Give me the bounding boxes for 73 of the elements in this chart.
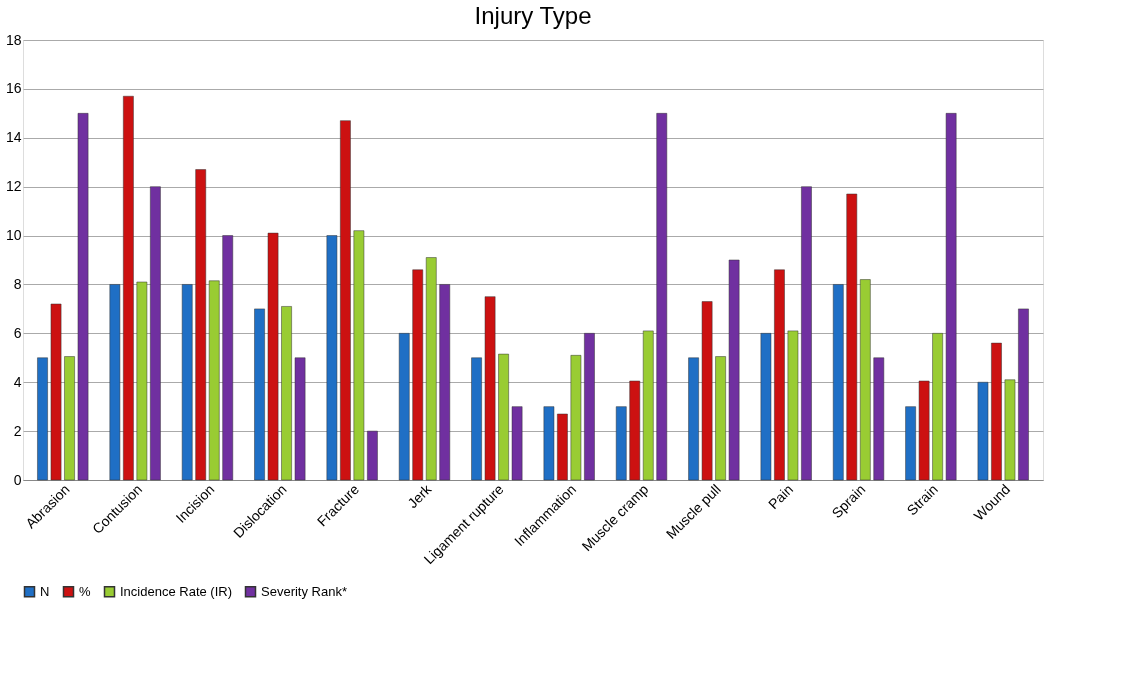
legend-label: % (79, 583, 91, 599)
y-tick-label: 14 (5, 129, 22, 146)
y-tick-label: 2 (13, 422, 22, 439)
bar (991, 342, 1002, 481)
bar (832, 284, 844, 481)
bar (425, 257, 437, 481)
y-tick-label: 0 (13, 471, 22, 488)
legend-label: N (40, 583, 50, 599)
bar (629, 380, 641, 481)
y-tick-label: 10 (5, 227, 22, 244)
bar (353, 230, 365, 481)
bar (715, 356, 726, 481)
legend-label: Severity Rank* (261, 583, 347, 599)
bar (760, 333, 772, 481)
bar (340, 120, 351, 481)
bar (932, 333, 943, 481)
bar (945, 113, 957, 481)
bar (367, 430, 378, 481)
bar (498, 353, 509, 481)
bar (1018, 308, 1029, 481)
bar (977, 381, 989, 481)
bar (656, 113, 668, 481)
bar (774, 269, 785, 481)
bar (439, 284, 451, 481)
bar (859, 279, 871, 481)
y-tick-label: 18 (5, 31, 22, 48)
bar (150, 186, 161, 481)
bar (281, 306, 292, 481)
bar (123, 95, 134, 481)
y-tick-label: 16 (5, 80, 22, 97)
bar (136, 281, 148, 481)
bar (37, 357, 48, 481)
y-tick-label: 12 (5, 178, 22, 195)
bar (412, 269, 424, 481)
bar (801, 186, 812, 481)
bar (294, 357, 306, 481)
y-tick-label: 6 (13, 324, 22, 341)
bar (50, 303, 62, 481)
bar (584, 333, 595, 481)
bar (787, 330, 799, 481)
bar (181, 284, 193, 481)
bar (109, 284, 121, 481)
bar (471, 357, 482, 481)
bar (905, 406, 916, 481)
bar (77, 113, 89, 481)
bar (701, 301, 713, 481)
chart-title: Injury Type (474, 2, 592, 29)
bar (195, 169, 207, 481)
y-tick-label: 8 (13, 275, 22, 292)
bar (615, 406, 627, 481)
bar (222, 235, 234, 481)
bar (511, 406, 523, 481)
bar (64, 356, 75, 481)
bar (1004, 379, 1016, 481)
bar (688, 357, 699, 481)
bar (484, 296, 496, 481)
bar (873, 357, 885, 481)
bar (918, 380, 930, 481)
x-tick-label: Jerk (404, 480, 436, 512)
bar (543, 406, 555, 481)
bar (570, 355, 582, 481)
bar (326, 235, 338, 481)
legend-label: Incidence Rate (IR) (120, 583, 232, 599)
bar (398, 333, 410, 481)
y-tick-label: 4 (13, 373, 22, 390)
bar (642, 330, 654, 481)
bar (557, 413, 568, 481)
x-tick-label: Pain (764, 481, 797, 513)
bar (254, 308, 265, 481)
bar (267, 232, 279, 481)
bar (208, 280, 220, 481)
bar (846, 193, 858, 481)
bar (728, 259, 740, 481)
